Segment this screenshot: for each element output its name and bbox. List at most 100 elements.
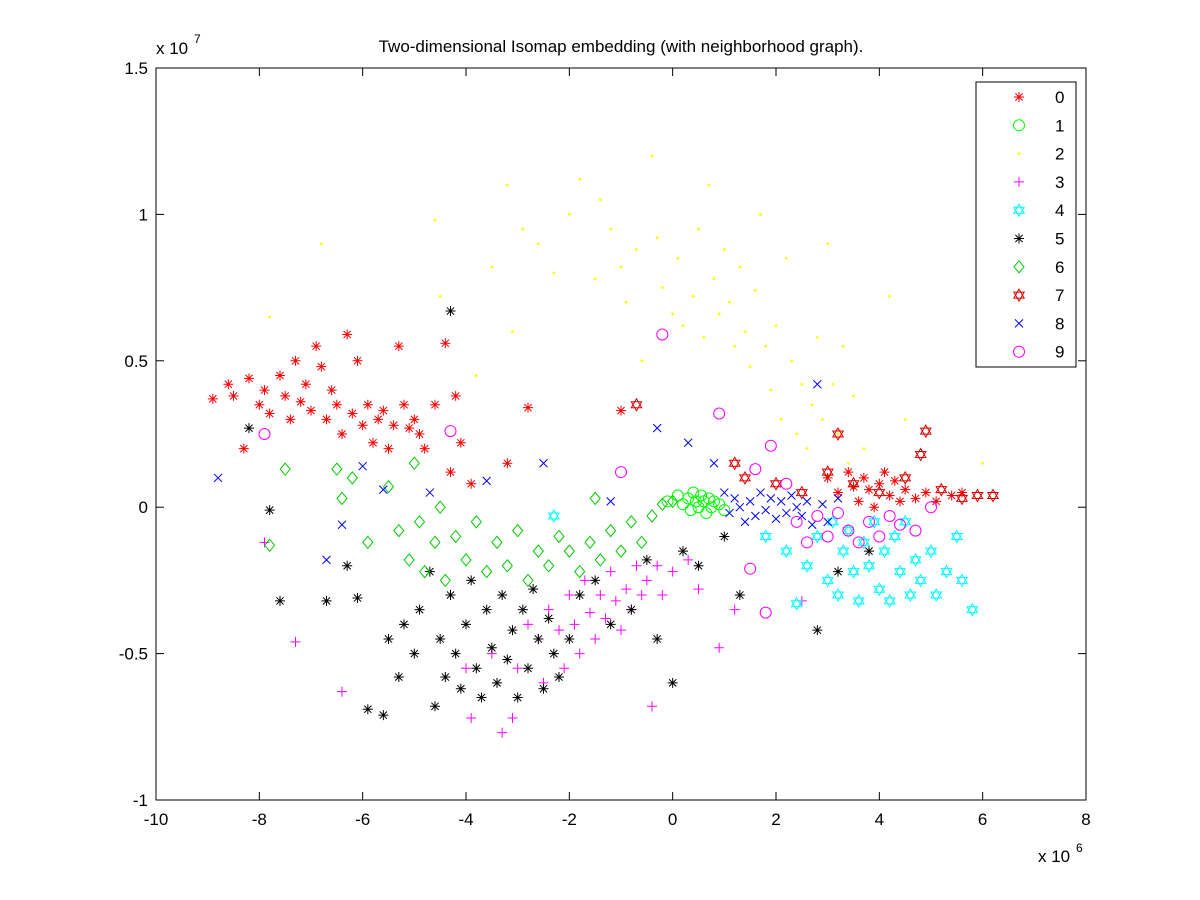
- data-point-series-6: [667, 494, 679, 509]
- data-point-series-9: [811, 509, 824, 522]
- data-point-series-2: [505, 183, 509, 187]
- data-point-series-9: [764, 439, 777, 452]
- data-point-series-2: [619, 265, 623, 269]
- data-point-series-0: [404, 423, 415, 434]
- legend: 0 1 2 3 4 5 6 7 8 9: [975, 81, 1077, 368]
- data-point-series-8: [482, 476, 492, 486]
- data-point-series-8: [756, 488, 765, 497]
- data-point-series-3: [631, 560, 642, 571]
- data-point-series-7: [728, 456, 741, 471]
- data-point-series-0: [228, 390, 239, 401]
- data-point-series-2: [841, 344, 845, 348]
- data-point-series-0: [342, 329, 353, 340]
- data-point-series-0: [254, 399, 265, 410]
- data-point-series-0: [290, 355, 301, 366]
- data-point-series-3: [543, 604, 554, 615]
- data-point-series-2: [728, 300, 731, 304]
- data-point-series-8: [539, 458, 548, 468]
- data-point-series-2: [769, 388, 773, 392]
- data-point-series-7: [847, 476, 860, 491]
- data-point-series-6: [615, 544, 627, 558]
- y-multiplier-base: x 10: [156, 39, 188, 58]
- data-point-series-8: [322, 555, 331, 565]
- data-point-series-1: [684, 504, 697, 517]
- data-point-series-3: [574, 648, 585, 659]
- data-point-series-2: [800, 382, 804, 386]
- data-point-series-2: [981, 461, 985, 465]
- legend-item-5: 5: [1014, 230, 1064, 249]
- data-point-series-6: [429, 535, 441, 550]
- data-point-series-4: [852, 593, 865, 608]
- data-point-series-3: [652, 560, 663, 571]
- legend-item-6: 6: [1013, 258, 1064, 277]
- data-point-series-5: [512, 692, 523, 703]
- data-point-series-5: [528, 584, 539, 595]
- data-point-series-7: [630, 397, 643, 412]
- data-point-series-0: [910, 493, 921, 504]
- data-point-series-2: [790, 359, 793, 363]
- data-point-series-5: [362, 704, 373, 715]
- data-point-series-0: [450, 390, 461, 401]
- data-point-series-3: [595, 590, 606, 601]
- data-point-series-5: [533, 633, 544, 644]
- data-point-series-6: [362, 535, 374, 550]
- data-point-series-3: [641, 575, 652, 586]
- data-point-series-0: [864, 484, 874, 495]
- data-point-series-3: [466, 713, 477, 724]
- data-point-series-9: [656, 328, 669, 341]
- data-point-series-0: [440, 338, 451, 349]
- data-point-series-8: [745, 496, 755, 506]
- data-point-series-0: [352, 355, 363, 366]
- data-point-series-2: [660, 286, 664, 289]
- y-tick-label: -0.5: [119, 645, 148, 664]
- data-point-series-8: [213, 473, 223, 483]
- data-point-series-0: [879, 467, 890, 478]
- data-point-series-5: [517, 604, 528, 615]
- data-point-series-0: [223, 379, 234, 390]
- data-point-series-8: [730, 494, 740, 503]
- data-point-series-0: [430, 399, 440, 410]
- data-point-series-9: [780, 477, 793, 490]
- data-point-series-2: [888, 294, 892, 298]
- data-point-series-3: [497, 727, 508, 738]
- data-point-series-8: [766, 494, 776, 503]
- data-point-series-2: [578, 177, 582, 181]
- data-point-series-6: [336, 491, 348, 506]
- data-point-series-2: [511, 330, 514, 333]
- data-point-series-6: [470, 515, 482, 529]
- data-point-series-4: [837, 544, 850, 559]
- data-point-series-0: [874, 478, 885, 489]
- data-point-series-8: [776, 496, 786, 506]
- series-3: [259, 537, 807, 738]
- data-point-series-5: [812, 625, 823, 636]
- data-point-series-9: [713, 407, 726, 420]
- legend-box: [975, 81, 1077, 368]
- data-point-series-5: [574, 590, 585, 601]
- data-point-series-5: [450, 648, 461, 659]
- data-point-series-8: [823, 517, 833, 527]
- data-point-series-3: [600, 613, 611, 624]
- y-tick-label: 0.5: [124, 352, 148, 371]
- data-point-series-0: [895, 496, 905, 507]
- data-point-series-5: [275, 595, 285, 606]
- legend-item-8: 8: [1014, 314, 1064, 333]
- data-point-series-4: [821, 573, 834, 588]
- data-point-series-8: [735, 502, 745, 512]
- data-point-series-0: [409, 414, 420, 425]
- data-point-series-2: [821, 417, 824, 421]
- data-point-series-6: [264, 538, 276, 553]
- data-point-series-9: [863, 515, 875, 528]
- data-point-series-8: [606, 496, 616, 506]
- data-point-series-0: [331, 399, 342, 410]
- data-point-series-4: [547, 509, 560, 523]
- data-point-series-5: [486, 642, 497, 653]
- data-point-series-6: [491, 535, 503, 550]
- y-axis-multiplier: x 10 7: [156, 32, 201, 58]
- legend-item-7: 7: [1012, 286, 1064, 305]
- data-point-series-4: [862, 558, 876, 573]
- data-point-series-9: [744, 562, 757, 575]
- series-7: [630, 397, 1000, 506]
- data-point-series-2: [319, 242, 323, 246]
- data-point-series-2: [717, 312, 721, 316]
